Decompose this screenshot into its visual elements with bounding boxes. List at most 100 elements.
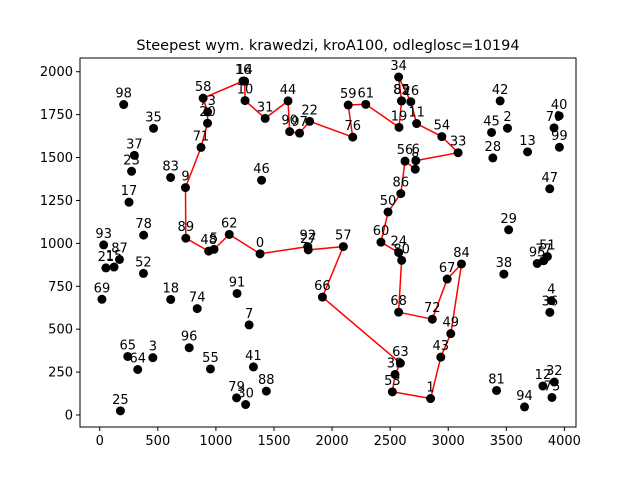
point-label-41: 41 — [245, 349, 262, 364]
point-label-24: 24 — [390, 235, 407, 250]
y-tick-label: 500 — [48, 323, 73, 338]
points-layer — [97, 72, 564, 416]
point-52 — [138, 268, 148, 278]
point-62 — [224, 229, 234, 239]
point-label-73: 73 — [199, 94, 216, 109]
point-label-46: 46 — [253, 162, 270, 177]
point-88 — [261, 386, 271, 396]
point-10 — [240, 96, 250, 106]
point-64 — [133, 365, 143, 375]
point-label-95: 95 — [529, 245, 546, 260]
y-tick-label: 250 — [48, 366, 73, 381]
point-label-20: 20 — [199, 105, 216, 120]
point-label-75: 75 — [544, 379, 561, 394]
point-label-28: 28 — [485, 140, 502, 155]
x-tick-label: 2500 — [374, 434, 407, 449]
point-label-17: 17 — [121, 184, 138, 199]
point-label-58: 58 — [195, 80, 212, 95]
y-tick-label: 750 — [48, 280, 73, 295]
point-label-80: 80 — [393, 242, 410, 257]
point-label-22: 22 — [301, 103, 318, 118]
point-99 — [554, 142, 564, 152]
point-54 — [437, 132, 447, 142]
point-48 — [204, 246, 214, 256]
axes-layer: 0 500 1000 1500 2000 2500 3000 3500 400002505007… — [40, 57, 581, 449]
point-85 — [397, 96, 407, 106]
point-label-5: 5 — [210, 231, 218, 246]
point-68 — [394, 307, 404, 317]
point-9 — [180, 183, 190, 193]
point-label-54: 54 — [434, 119, 451, 134]
point-80 — [397, 255, 407, 265]
point-label-21: 21 — [98, 250, 115, 265]
point-label-96: 96 — [181, 330, 198, 345]
point-label-82: 82 — [393, 83, 410, 98]
point-75 — [547, 392, 557, 402]
point-1 — [426, 394, 436, 404]
point-60 — [376, 237, 386, 247]
point-23 — [127, 166, 137, 176]
point-label-4: 4 — [547, 283, 555, 298]
point-90 — [285, 127, 295, 137]
point-label-53: 53 — [384, 374, 401, 389]
point-34 — [394, 72, 404, 82]
point-92 — [303, 242, 313, 252]
point-61 — [361, 99, 371, 109]
point-87 — [114, 254, 124, 264]
chart-title: Steepest wym. krawedzi, kroA100, odleglo… — [136, 38, 519, 54]
point-89 — [181, 233, 191, 243]
point-57 — [338, 242, 348, 252]
x-tick-label: 500 — [145, 434, 170, 449]
point-20 — [203, 118, 213, 128]
point-label-32: 32 — [546, 364, 563, 379]
point-label-31: 31 — [257, 100, 274, 115]
point-50 — [383, 207, 393, 217]
point-8 — [410, 164, 420, 174]
point-71 — [196, 142, 206, 152]
point-94 — [520, 402, 530, 412]
point-56 — [400, 156, 410, 166]
point-label-55: 55 — [202, 351, 219, 366]
point-41 — [248, 362, 258, 372]
point-0 — [255, 249, 265, 259]
point-25 — [115, 406, 125, 416]
point-76 — [348, 132, 358, 142]
point-81 — [492, 385, 502, 395]
point-label-1: 1 — [426, 381, 434, 396]
point-36 — [545, 307, 555, 317]
point-label-89: 89 — [178, 220, 195, 235]
point-79 — [232, 393, 242, 403]
point-69 — [97, 294, 107, 304]
point-22 — [305, 116, 315, 126]
point-43 — [436, 352, 446, 362]
point-label-63: 63 — [392, 345, 409, 360]
y-tick-label: 1250 — [40, 194, 73, 209]
y-tick-label: 1000 — [40, 237, 73, 252]
point-label-74: 74 — [189, 291, 206, 306]
point-91 — [232, 288, 242, 298]
point-label-11: 11 — [408, 106, 425, 121]
point-label-67: 67 — [439, 261, 456, 276]
point-15 — [109, 262, 119, 272]
point-label-16: 16 — [235, 63, 252, 78]
point-label-69: 69 — [94, 281, 111, 296]
point-label-98: 98 — [115, 87, 132, 102]
point-label-14: 14 — [236, 63, 253, 78]
point-label-30: 30 — [237, 387, 254, 402]
point-label-23: 23 — [123, 153, 140, 168]
point-label-57: 57 — [335, 229, 352, 244]
point-label-65: 65 — [119, 338, 136, 353]
point-78 — [139, 230, 149, 240]
point-21 — [101, 263, 111, 273]
point-label-62: 62 — [221, 216, 238, 231]
point-label-34: 34 — [390, 59, 407, 74]
point-26 — [406, 97, 416, 107]
point-70 — [549, 123, 559, 133]
labels-layer: 0123456789101112131415161718192021222324… — [94, 59, 568, 408]
point-label-91: 91 — [229, 275, 246, 290]
point-55 — [205, 364, 215, 374]
point-label-70: 70 — [546, 110, 563, 125]
point-label-42: 42 — [492, 83, 509, 98]
point-86 — [396, 189, 406, 199]
point-label-84: 84 — [453, 246, 470, 261]
